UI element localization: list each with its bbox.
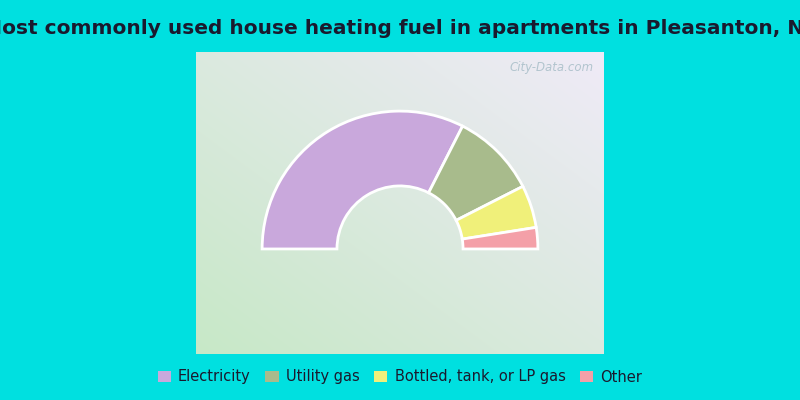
Legend: Electricity, Utility gas, Bottled, tank, or LP gas, Other: Electricity, Utility gas, Bottled, tank,… [152,364,648,390]
Wedge shape [462,227,538,249]
Wedge shape [262,111,462,249]
Text: City-Data.com: City-Data.com [510,61,594,74]
Text: Most commonly used house heating fuel in apartments in Pleasanton, NE: Most commonly used house heating fuel in… [0,19,800,38]
Wedge shape [429,126,523,220]
Wedge shape [456,186,536,239]
